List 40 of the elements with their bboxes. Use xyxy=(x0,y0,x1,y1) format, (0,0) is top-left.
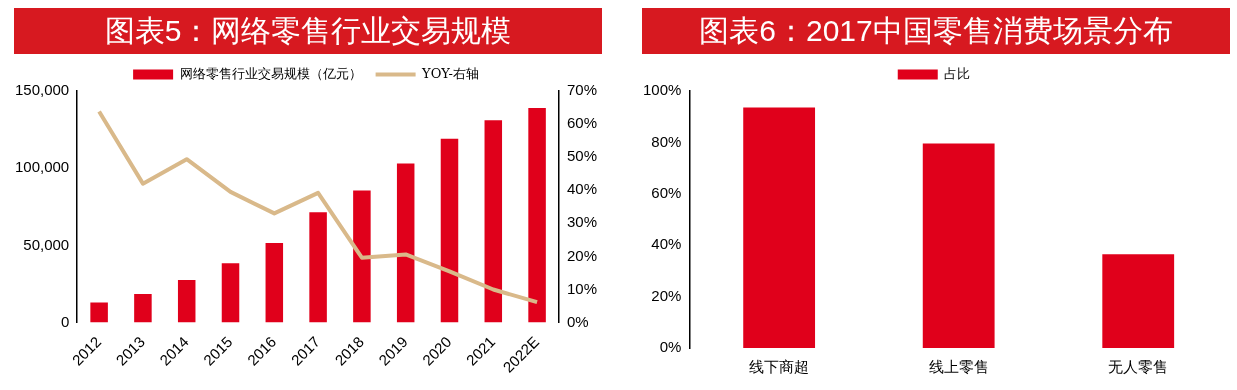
y-tick-label: 150,000 xyxy=(14,81,70,99)
y2-tick-label: 0% xyxy=(566,312,589,330)
y-tick-label: 100,000 xyxy=(14,158,70,176)
bar xyxy=(221,263,240,323)
bar xyxy=(396,163,415,323)
y2-tick-label: 50% xyxy=(566,147,598,165)
y-tick-label: 40% xyxy=(651,235,682,253)
bar xyxy=(134,294,152,323)
y-tick-label: 50,000 xyxy=(23,235,70,253)
y2-tick-label: 30% xyxy=(566,213,598,231)
chart-title: 图表6：2017中国零售消费场景分布 xyxy=(642,8,1230,54)
bar xyxy=(440,138,459,323)
y-tick-label: 80% xyxy=(651,132,682,150)
y-tick-label: 100% xyxy=(642,81,682,99)
chart-title: 图表5：网络零售行业交易规模 xyxy=(14,8,602,54)
bar xyxy=(353,190,371,323)
legend-label: YOY-右轴 xyxy=(421,65,479,81)
x-tick-label: 线上零售 xyxy=(928,357,989,376)
bar xyxy=(484,120,503,323)
y-tick-label: 20% xyxy=(651,286,682,304)
x-tick-label: 无人零售 xyxy=(1108,357,1169,376)
bar xyxy=(528,107,546,323)
y2-tick-label: 10% xyxy=(566,279,598,297)
bar xyxy=(1102,254,1175,348)
bar xyxy=(265,243,284,323)
bar xyxy=(309,212,327,323)
y2-tick-label: 20% xyxy=(566,246,598,264)
y2-tick-label: 70% xyxy=(566,81,598,99)
y-tick-label: 0 xyxy=(60,312,70,330)
x-tick-label: 线下商超 xyxy=(749,357,810,376)
bar xyxy=(922,143,995,348)
y2-tick-label: 40% xyxy=(566,180,598,198)
y-tick-label: 0% xyxy=(659,338,682,356)
bar xyxy=(90,302,108,323)
y-tick-label: 60% xyxy=(651,183,682,201)
y2-tick-label: 60% xyxy=(566,114,598,132)
bar xyxy=(177,279,196,323)
bar xyxy=(743,107,816,348)
legend-label: 占比 xyxy=(944,65,971,81)
legend-label: 网络零售行业交易规模（亿元） xyxy=(179,65,362,81)
